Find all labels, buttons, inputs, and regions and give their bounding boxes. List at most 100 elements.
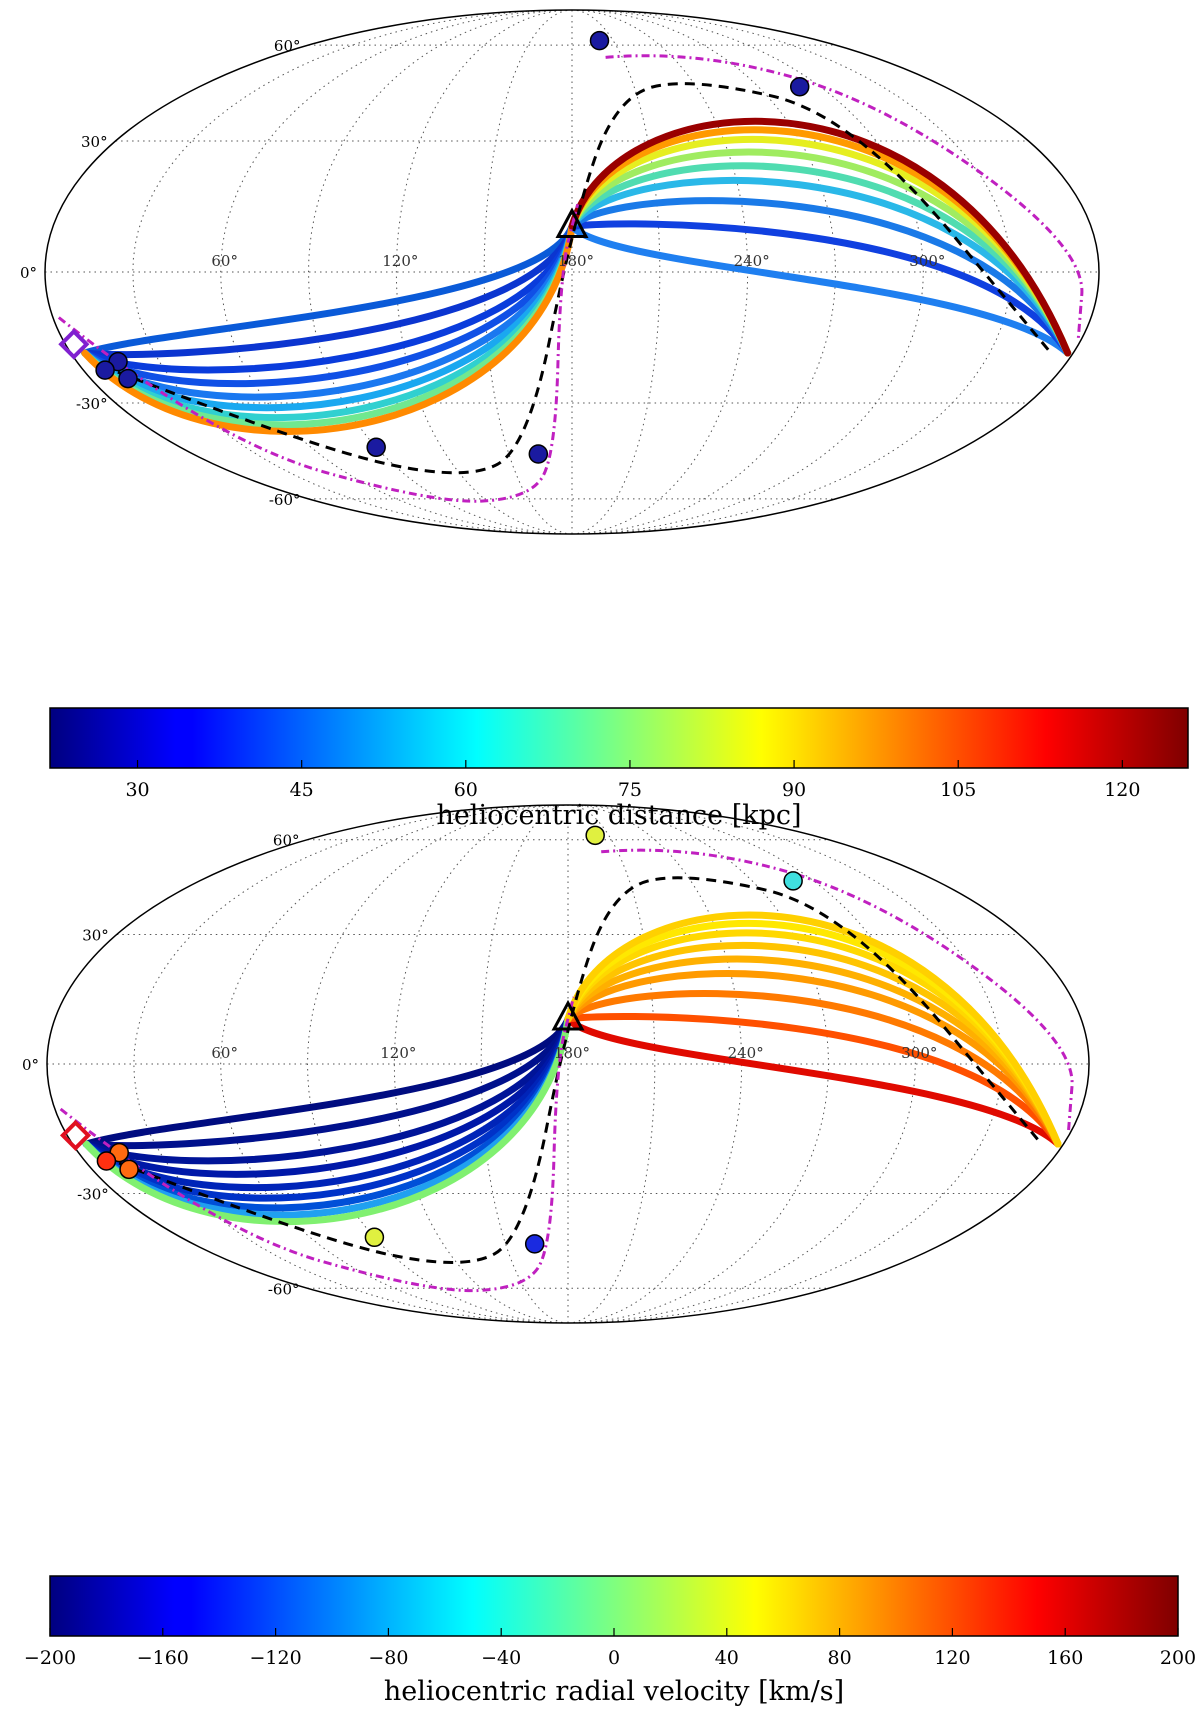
colorbar-tick-label: −40 <box>481 1647 521 1669</box>
orbit-curve-right <box>564 1012 1062 1148</box>
longitude-tick-label: 60° <box>211 252 238 270</box>
colorbar-gradient <box>49 1575 1179 1637</box>
longitude-gridline <box>220 804 569 1324</box>
latitude-tick-label: -30° <box>77 1186 109 1204</box>
longitude-gridline <box>220 9 573 535</box>
orbit-curve-left <box>82 1015 572 1225</box>
colorbar-tick-label: −80 <box>368 1647 408 1669</box>
orbit-curve-left <box>81 223 576 388</box>
longitude-gridline <box>571 9 837 535</box>
orbit-curve-left <box>82 1015 572 1148</box>
latitude-tick-label: 60° <box>274 37 301 55</box>
colorbar-gradient <box>49 707 1189 769</box>
object-marker <box>364 1227 385 1248</box>
object-marker <box>95 360 115 380</box>
longitude-tick-label: 180° <box>554 1044 590 1062</box>
orbit-curves <box>82 911 1062 1225</box>
longitude-tick-label: 60° <box>211 1044 238 1062</box>
colorbar-tick-label: 90 <box>782 779 806 801</box>
longitude-gridline <box>567 804 1003 1324</box>
mean-orbit-dashed <box>101 82 1053 475</box>
object-marker <box>589 30 610 51</box>
orbit-curve-left <box>82 1015 572 1192</box>
colorbar-tick-label: −160 <box>137 1647 189 1669</box>
sky-map-distance-panel: 60° 30° 0° -30° -60° 60° 120° 180° 240° 300° <box>20 9 1100 535</box>
longitude-gridline <box>133 804 569 1324</box>
longitude-gridline <box>306 804 569 1324</box>
triangle-marker <box>551 999 585 1031</box>
orbit-curve-right <box>564 1015 1062 1148</box>
colorbar-label: heliocentric distance [kpc] <box>436 800 801 831</box>
map-outline <box>46 804 1090 1324</box>
colorbar-tick-label: 40 <box>715 1647 739 1669</box>
map-outline <box>44 9 1100 535</box>
orbit-curve-right <box>568 176 1072 357</box>
colorbar-tick-label: −120 <box>250 1647 302 1669</box>
orbit-curve-left <box>81 223 576 357</box>
object-marker <box>528 444 549 464</box>
colorbar-tick-label: 105 <box>940 779 976 801</box>
object-marker <box>96 1151 117 1171</box>
orbit-curve-right <box>568 223 1072 357</box>
longitude-gridline <box>567 804 743 1324</box>
longitude-tick-label: 300° <box>901 1044 937 1062</box>
colorbar-tick-label: 30 <box>125 779 149 801</box>
colorbar-tick-label: 200 <box>1160 1647 1196 1669</box>
orbit-curve-left <box>81 223 576 358</box>
distance-colorbar: 30 45 60 75 90 105 120 heliocentric distance [k… <box>49 707 1189 831</box>
orbit-curve-left <box>82 1015 572 1165</box>
longitude-tick-label: 120° <box>380 1044 416 1062</box>
orbit-curve-right <box>564 970 1062 1148</box>
colorbar-tick-label: 80 <box>828 1647 852 1669</box>
object-marker <box>366 437 386 458</box>
longitude-tick-label: 240° <box>728 1044 764 1062</box>
orbit-curve-left <box>81 223 576 435</box>
orbit-curve-left <box>81 223 576 401</box>
orbit-curves <box>81 117 1072 435</box>
longitude-tick-label: 180° <box>558 252 594 270</box>
orbit-curve-right <box>564 911 1062 1148</box>
orbit-curve-right <box>564 955 1062 1148</box>
mean-orbit-dashed <box>102 876 1043 1264</box>
colorbar-tick-label: −200 <box>24 1647 76 1669</box>
latitude-tick-label: -60° <box>269 491 301 509</box>
latitude-tick-label: 0° <box>22 1056 39 1074</box>
graticule <box>45 9 1099 535</box>
orbit-curve-right <box>568 220 1072 357</box>
orbit-curve-left <box>82 1015 572 1150</box>
diamond-marker <box>59 1119 92 1151</box>
orbit-curve-left <box>81 223 576 374</box>
colorbar-tick-label: 120 <box>934 1647 970 1669</box>
object-marker <box>524 1234 545 1254</box>
latitude-tick-label: 30° <box>82 927 109 945</box>
object-marker <box>119 1159 139 1180</box>
colorbar-label: heliocentric radial velocity [km/s] <box>384 1676 844 1707</box>
longitude-gridline <box>571 9 924 535</box>
orbit-curve-right <box>568 117 1072 357</box>
orbit-curve-right <box>568 197 1072 357</box>
orbit-curve-right <box>564 989 1062 1148</box>
longitude-gridline <box>395 9 573 535</box>
colorbar-tick-label: 120 <box>1104 779 1140 801</box>
graticule <box>47 804 1089 1324</box>
longitude-tick-label: 120° <box>382 252 418 270</box>
colorbar-tick-label: 0 <box>608 1647 620 1669</box>
triangle-marker <box>555 207 589 239</box>
colorbar-tick-label: 60 <box>454 779 478 801</box>
longitude-tick-label: 300° <box>909 252 945 270</box>
object-marker <box>789 76 810 97</box>
sky-map-velocity-panel: 60° 30° 0° -30° -60° 60° 120° 180° 240° 300° <box>22 804 1090 1324</box>
boundary-dashdot <box>605 54 1084 340</box>
longitude-gridline <box>567 804 916 1324</box>
latitude-tick-label: -30° <box>76 395 108 413</box>
diamond-marker <box>58 328 90 360</box>
latitude-tick-label: 30° <box>81 133 108 151</box>
colorbar-tick-label: 75 <box>618 779 642 801</box>
longitude-gridline <box>567 804 830 1324</box>
orbit-curve-right <box>568 162 1072 357</box>
object-marker <box>783 871 803 891</box>
longitude-gridline <box>483 9 573 535</box>
latitude-tick-label: -60° <box>268 1280 300 1298</box>
boundary-dashdot <box>601 848 1074 1132</box>
